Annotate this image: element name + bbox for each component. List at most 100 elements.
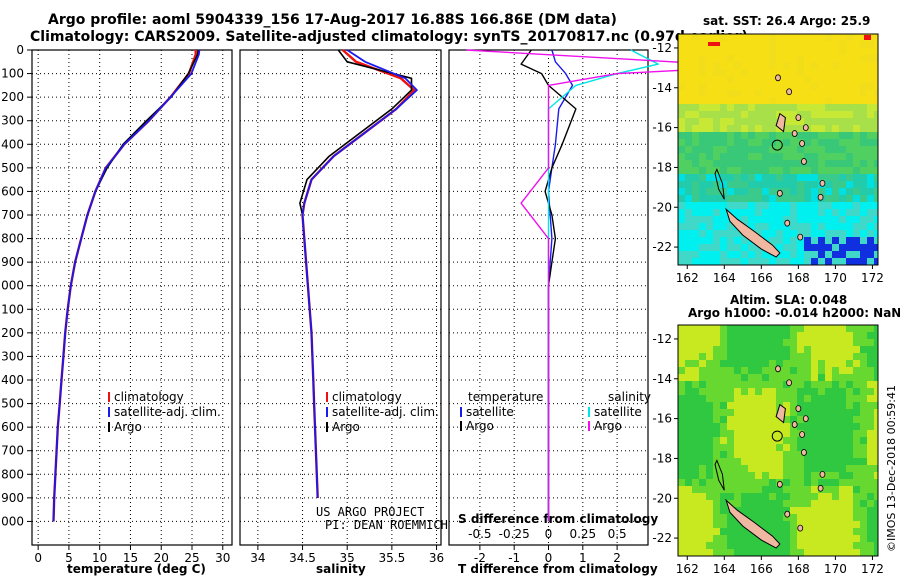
y-tick-label: 1000 [0, 279, 24, 293]
panel-frame-0 [31, 49, 233, 546]
land-mask-patch [864, 35, 871, 40]
small-island [775, 74, 781, 82]
sla-map-field [678, 325, 878, 556]
legend-label: satellite [594, 405, 642, 419]
difference-xlabel-top: S difference from climatology [458, 512, 659, 526]
y-tick-label: 1600 [0, 420, 24, 434]
small-island [795, 405, 802, 413]
y-tick-label: 0 [16, 43, 24, 57]
x-tick-label: 25 [184, 551, 199, 565]
map-y-tick-label: -20 [652, 491, 672, 505]
x-tick-label: 10 [92, 551, 107, 565]
salinity-xlabel: salinity [316, 562, 366, 576]
x-tick-label: 20 [154, 551, 169, 565]
figure-title: Argo profile: aoml 5904339_156 17-Aug-20… [48, 12, 617, 28]
map-x-tick-label: 168 [787, 271, 810, 285]
small-island [819, 179, 826, 187]
legend-label: satellite [466, 405, 514, 419]
satellite-line [52, 49, 201, 522]
small-island [797, 233, 804, 241]
y-tick-label: 1300 [0, 349, 24, 363]
map-x-tick-label: 162 [676, 562, 699, 576]
map-x-tick-label: 168 [787, 562, 810, 576]
reef-outline [714, 459, 725, 491]
map-x-tick-label: 166 [750, 271, 773, 285]
small-island [801, 158, 807, 165]
y-tick-label: 1100 [0, 302, 24, 316]
y-tick-label: 2000 [0, 514, 24, 528]
y-tick-label: 300 [1, 114, 24, 128]
small-island [797, 524, 804, 532]
x-tick-label: -1 [508, 551, 520, 565]
x-tick-label: 0 [545, 551, 553, 565]
small-island [801, 449, 807, 456]
small-island [775, 365, 781, 373]
y-tick-label: 200 [1, 90, 24, 104]
sst-map-field [678, 34, 878, 265]
y-tick-label: 1700 [0, 444, 24, 458]
satellite-line [301, 49, 418, 498]
small-island [786, 88, 793, 96]
small-island [802, 124, 809, 131]
land-mask-patch [708, 42, 720, 46]
legend-title-temperature: temperature [468, 390, 543, 404]
legend-title-salinity: salinity [608, 390, 651, 404]
y-tick-label: 1900 [0, 491, 24, 505]
x-tick-label: 5 [65, 551, 73, 565]
espiritu-santo-island [775, 112, 786, 133]
map-y-tick-label: -22 [652, 240, 672, 254]
map-y-tick-label: -20 [652, 200, 672, 214]
credit-project: US ARGO PROJECT [316, 505, 425, 519]
x-tick-label: 2 [613, 551, 621, 565]
map-y-tick-label: -14 [652, 372, 672, 386]
map-y-tick-label: -16 [652, 121, 672, 135]
panel-frame-1 [239, 49, 442, 546]
new-caledonia-island [725, 498, 781, 549]
x-tick-label: 34.5 [289, 551, 316, 565]
legend-label: Argo [594, 419, 622, 433]
y-tick-label: 700 [1, 208, 24, 222]
x-top-tick-label: 0.5 [608, 527, 627, 541]
map-x-tick-label: 162 [676, 271, 699, 285]
small-island [791, 130, 798, 137]
new-caledonia-island [725, 207, 781, 258]
temperature-xlabel: temperature (deg C) [67, 562, 206, 576]
x-top-tick-label: 0.25 [569, 527, 596, 541]
sst-map-frame [677, 33, 879, 266]
credit-pi: PI: DEAN ROEMMICH [325, 518, 448, 532]
map-x-tick-label: 170 [824, 562, 847, 576]
small-island [802, 415, 809, 422]
map-x-tick-label: 164 [713, 271, 736, 285]
legend-label: climatology [332, 390, 402, 404]
map-y-tick-label: -16 [652, 412, 672, 426]
argo-location-marker [771, 430, 783, 442]
y-tick-label: 500 [1, 161, 24, 175]
reef-outline [714, 168, 725, 200]
y-tick-label: 800 [1, 232, 24, 246]
x-tick-label: 36 [429, 551, 444, 565]
y-tick-label: 1500 [0, 397, 24, 411]
small-island [784, 219, 791, 227]
x-tick-label: -2 [474, 551, 486, 565]
small-island [817, 484, 824, 492]
map-y-tick-label: -18 [652, 451, 672, 465]
x-tick-label: 30 [215, 551, 230, 565]
legend-label: Argo [114, 420, 142, 434]
x-tick-label: 0 [34, 551, 42, 565]
sst-map-title: sat. SST: 26.4 Argo: 25.9 [703, 14, 871, 28]
map-x-tick-label: 172 [861, 271, 884, 285]
legend-label: Argo [466, 419, 494, 433]
legend-label: climatology [114, 390, 184, 404]
difference-xlabel: T difference from climatology [458, 562, 658, 576]
map-y-tick-label: -14 [652, 81, 672, 95]
x-top-tick-label: 0 [545, 527, 553, 541]
y-tick-label: 400 [1, 137, 24, 151]
legend-label: satellite-adj. clim. [332, 405, 439, 419]
y-tick-label: 900 [1, 255, 24, 269]
small-island [784, 510, 791, 518]
temperature-satellite-diff-line [547, 49, 574, 522]
map-y-tick-label: -12 [652, 41, 672, 55]
small-island [799, 431, 805, 438]
